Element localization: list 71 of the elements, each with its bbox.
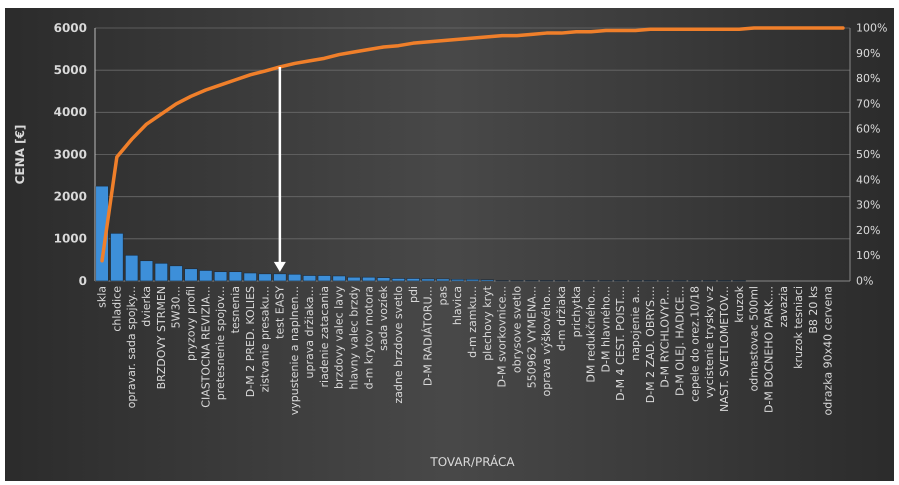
x-tick-label: BRZDOVY STRMEN xyxy=(154,286,168,390)
x-tick-label: B8 20 ks xyxy=(806,286,820,334)
x-tick-label: prichytka xyxy=(570,286,583,338)
x-tick-label: pretesnenie spojov... xyxy=(214,286,228,400)
x-tick-label: D-M OLEJ. HADICE... xyxy=(673,286,686,396)
x-tick-label: D-M RYCHLOVYP.... xyxy=(658,286,672,388)
line-series xyxy=(100,26,845,263)
x-tick-label: D-M BOCNEHO PARK.... xyxy=(762,286,776,414)
x-tick-label: oprava výškového... xyxy=(540,286,554,396)
y2-tick-label: 80% xyxy=(856,72,880,86)
x-tick-label: tesnenia xyxy=(228,286,242,334)
x-tick-label: riadenie zatacania xyxy=(318,286,331,388)
x-tick-label: 550962 VYMENA... xyxy=(525,286,538,388)
x-tick-label: odrazka 90x40 cervena xyxy=(822,286,835,416)
y2-tick-label: 0% xyxy=(856,274,874,288)
x-tick-label: pas xyxy=(436,286,450,306)
x-tick-label: vypustenie a naplnen... xyxy=(288,286,302,416)
y-axis-title: CENA [€] xyxy=(13,124,27,184)
x-tick-label: sada vozíek xyxy=(377,285,390,351)
y2-tick-label: 90% xyxy=(856,46,880,60)
x-tick-label: hlavica xyxy=(451,286,464,326)
x-tick-label: chladice xyxy=(110,286,124,332)
y-tick-label: 0 xyxy=(78,274,87,288)
x-tick-label: dvierka xyxy=(140,286,154,327)
x-tick-label: zistvanie presaku... xyxy=(258,286,272,392)
x-tick-label: napojenie a... xyxy=(629,286,642,361)
x-tick-label: cepele do orez.10/18 xyxy=(688,286,702,402)
x-tick-label: NAST. SVETLOMETOV... xyxy=(718,286,731,412)
x-tick-label: d-m zamku... xyxy=(466,286,480,358)
x-tick-label: pryzovy profil xyxy=(184,286,198,362)
x-tick-label: opravar. sada spojky... xyxy=(125,286,138,408)
y-tick-label: 4000 xyxy=(54,105,87,120)
y-tick-label: 1000 xyxy=(54,232,87,246)
y2-tick-label: 70% xyxy=(856,97,880,110)
y-tick-label: 3000 xyxy=(54,147,87,162)
y2-tick-label: 30% xyxy=(856,198,880,212)
x-tick-label: zadne brzdove svetlo xyxy=(392,286,405,404)
x-tick-label: test EASY xyxy=(273,286,286,339)
x-tick-label: D-M 2 PRED. KOLIES xyxy=(244,286,257,398)
x-tick-label: DM redukčného... xyxy=(584,286,598,383)
x-tick-label: brzdovy valec lavy xyxy=(332,286,346,389)
x-tick-label: D-M RADIÁTORU... xyxy=(420,286,435,386)
x-tick-label: D-M 2 ZAD. OBRYS.... xyxy=(644,286,657,404)
x-tick-label: plechovy kryt xyxy=(480,285,494,361)
x-tick-label: 5W30... xyxy=(170,286,183,328)
y-tick-label: 5000 xyxy=(54,63,87,78)
y2-tick-label: 10% xyxy=(856,249,880,262)
x-tick-label: D-M hlavného... xyxy=(599,286,612,372)
x-tick-label: D-M 4 CEST. POIST.... xyxy=(614,286,628,401)
x-tick-label: obrysove svetlo xyxy=(510,286,524,374)
x-tick-label: pdi xyxy=(406,286,420,304)
y2-tick-label: 60% xyxy=(856,122,880,136)
x-tick-label: skla xyxy=(96,286,109,308)
y-tick-label: 2000 xyxy=(54,190,87,204)
x-axis-title: TOVAR/PRÁCA xyxy=(429,454,516,469)
x-tick-label: vycistenie trysky v-z xyxy=(703,286,716,398)
x-tick-label: d-m krytov motora xyxy=(362,286,376,390)
x-tick-label: hlavny valec brzdy xyxy=(347,286,360,390)
x-tick-label: odmastovac 500ml xyxy=(748,286,761,392)
y2-tick-label: 20% xyxy=(856,224,880,237)
y-tick-label: 6000 xyxy=(54,20,87,35)
y2-tick-label: 50% xyxy=(856,148,880,162)
x-tick-label: zavazia xyxy=(777,286,790,328)
y2-tick-label: 40% xyxy=(856,173,880,186)
x-tick-label: CIASTOCNA REVIZIA... xyxy=(199,286,212,408)
x-tick-label: uprava držiaka... xyxy=(303,286,316,378)
x-tick-label: kruzok xyxy=(732,285,746,323)
x-tick-label: d-m držiaka xyxy=(554,286,568,352)
x-tick-label: D-M svorkovnice... xyxy=(496,286,509,388)
y2-tick-label: 100% xyxy=(856,22,888,35)
x-tick-label: kruzok tesniaci xyxy=(792,286,806,369)
